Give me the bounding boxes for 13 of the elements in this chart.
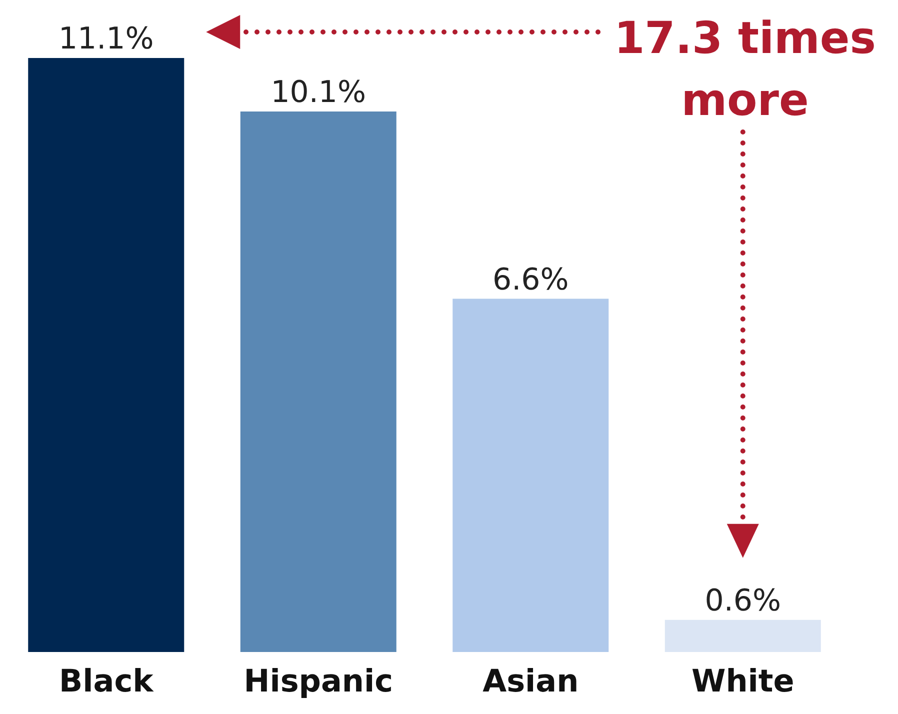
data-label: 11.1%: [58, 22, 154, 56]
x-tick-label: Black: [59, 664, 155, 700]
data-label: 6.6%: [492, 262, 569, 298]
bar: [664, 620, 821, 652]
x-tick-label: Asian: [482, 664, 579, 700]
bar: [452, 298, 609, 652]
bar: [28, 58, 184, 652]
bar: [240, 112, 396, 652]
x-tick-label: Hispanic: [244, 664, 393, 700]
data-label: 10.1%: [270, 75, 366, 110]
annotation: 17.3 times more: [613, 12, 877, 128]
data-label: 0.6%: [704, 583, 781, 618]
x-tick-label: White: [692, 664, 794, 700]
